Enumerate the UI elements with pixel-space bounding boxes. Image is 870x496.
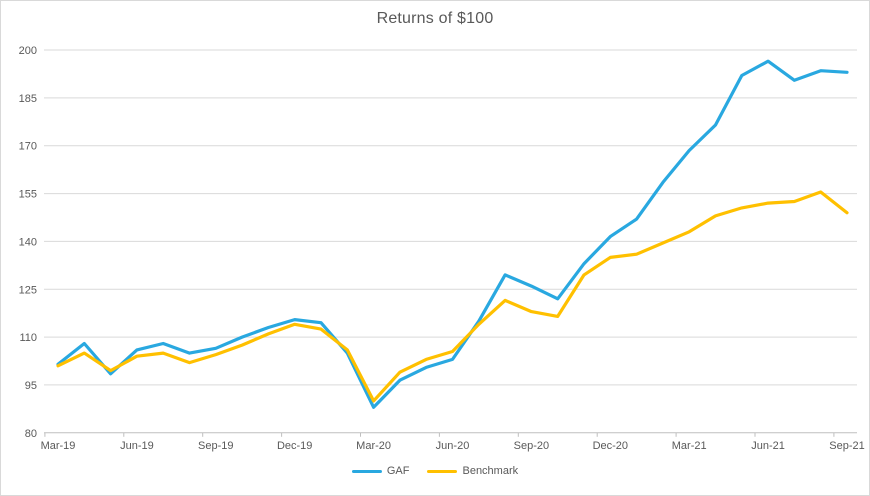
chart-title: Returns of $100 <box>376 10 494 27</box>
svg-text:Mar-21: Mar-21 <box>672 440 707 452</box>
svg-text:Dec-19: Dec-19 <box>277 440 312 452</box>
svg-text:Jun-20: Jun-20 <box>436 440 470 452</box>
legend: GAF Benchmark <box>1 465 869 477</box>
svg-text:140: 140 <box>19 236 37 248</box>
svg-text:Sep-20: Sep-20 <box>514 440 549 452</box>
svg-text:Jun-19: Jun-19 <box>120 440 154 452</box>
svg-text:110: 110 <box>19 332 37 344</box>
legend-label-gaf: GAF <box>386 465 410 477</box>
svg-text:Dec-20: Dec-20 <box>593 440 628 452</box>
benchmark-line-swatch-icon <box>427 469 458 473</box>
svg-text:155: 155 <box>19 189 37 201</box>
legend-item-gaf: GAF <box>351 465 410 477</box>
svg-text:Mar-19: Mar-19 <box>41 440 76 452</box>
legend-label-benchmark: Benchmark <box>462 465 519 477</box>
svg-text:170: 170 <box>19 141 37 153</box>
svg-text:Mar-20: Mar-20 <box>356 440 391 452</box>
svg-text:200: 200 <box>19 45 37 57</box>
svg-text:125: 125 <box>19 284 37 296</box>
svg-text:Jun-21: Jun-21 <box>751 440 785 452</box>
svg-text:Sep-21: Sep-21 <box>829 440 864 452</box>
legend-item-benchmark: Benchmark <box>427 465 518 477</box>
svg-text:95: 95 <box>25 380 37 392</box>
svg-text:185: 185 <box>19 93 37 105</box>
gaf-line-swatch-icon <box>351 469 382 473</box>
svg-text:80: 80 <box>25 428 37 440</box>
svg-text:Sep-19: Sep-19 <box>198 440 233 452</box>
